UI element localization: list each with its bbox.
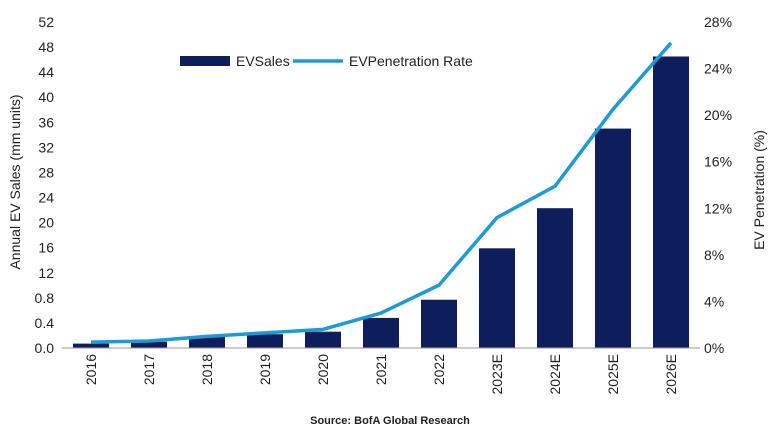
x-axis-ticks: 2016 2017 2018 2019 2020 2021 2022 2023E 2024E 20… (83, 354, 679, 395)
x-tick-label: 2020 (315, 354, 331, 385)
y-right-tick-label: 4% (704, 293, 724, 309)
bar-2023e (479, 248, 515, 348)
bar-2024e (537, 208, 573, 348)
y-right-tick-label: 20% (704, 107, 732, 123)
y-right-tick-label: 12% (704, 200, 732, 216)
x-tick-label: 2024E (547, 354, 563, 394)
penetration-rate-line (90, 41, 673, 344)
y-left-tick-label: 0.0 (35, 340, 55, 356)
y-right-tick-label: 24% (704, 61, 732, 77)
y-left-tick-label: 52 (38, 14, 54, 30)
bar-2021 (363, 317, 399, 348)
x-tick-label: 2025E (605, 354, 621, 394)
bar-2019 (247, 334, 283, 348)
x-tick-label: 2017 (141, 354, 157, 385)
y-left-tick-label: 48 (38, 39, 54, 55)
y-left-tick-label: 28 (38, 164, 54, 180)
bar-2017 (131, 341, 167, 348)
y-right-tick-label: 28% (704, 14, 732, 30)
y-axis-right-title: EV Penetration (%) (751, 130, 767, 250)
legend: EVSales EVPenetration Rate (180, 53, 473, 69)
y-axis-left-title: Annual EV Sales (mm units) (7, 94, 23, 269)
bar-2022 (421, 299, 457, 348)
y-left-tick-label: 36 (38, 114, 54, 130)
x-tick-label: 2022 (431, 354, 447, 385)
source-note: Source: BofA Global Research (310, 415, 470, 427)
bar-series (73, 56, 689, 348)
y-left-tick-label: 0.8 (35, 290, 55, 306)
bar-2016 (73, 343, 109, 348)
y-left-tick-label: 16 (38, 240, 54, 256)
legend-label-ev-sales: EVSales (236, 53, 290, 69)
bar-2026e (653, 56, 689, 348)
x-tick-label: 2016 (83, 354, 99, 385)
x-tick-label: 2026E (663, 354, 679, 394)
y-left-tick-label: 0.4 (35, 315, 55, 331)
x-tick-label: 2018 (199, 354, 215, 385)
x-tick-label: 2021 (373, 354, 389, 385)
legend-label-penetration-rate: EVPenetration Rate (349, 53, 473, 69)
y-left-tick-label: 12 (38, 265, 54, 281)
y-axis-right-ticks: 0% 4% 8% 12% 16% 20% 24% 28% (704, 14, 732, 356)
y-left-tick-label: 40 (38, 89, 54, 105)
y-left-tick-label: 32 (38, 139, 54, 155)
x-tick-label: 2023E (489, 354, 505, 394)
y-left-tick-label: 20 (38, 215, 54, 231)
y-right-tick-label: 8% (704, 247, 724, 263)
bar-2025e (595, 128, 631, 348)
y-right-tick-label: 0% (704, 340, 724, 356)
legend-swatch-ev-sales (180, 56, 230, 66)
bar-2020 (305, 331, 341, 348)
bar-2018 (189, 336, 225, 348)
y-left-tick-label: 44 (38, 64, 54, 80)
x-tick-label: 2019 (257, 354, 273, 385)
y-right-tick-label: 16% (704, 154, 732, 170)
y-left-tick-label: 24 (38, 190, 54, 206)
y-axis-left-ticks: 0.0 0.4 0.8 12 16 20 24 28 32 36 40 44 48 52 (35, 14, 55, 356)
